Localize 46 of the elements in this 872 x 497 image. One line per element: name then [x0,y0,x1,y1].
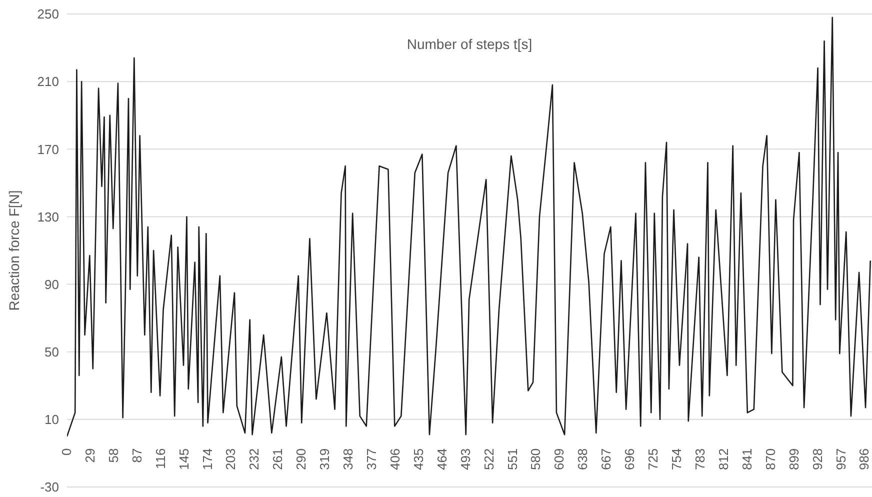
y-tick-label: 170 [37,142,59,157]
x-tick-label: 232 [246,448,262,470]
x-tick-label: 580 [528,448,544,470]
x-tick-label: 725 [646,448,661,470]
x-tick-label: 870 [762,448,778,470]
x-tick-label: 493 [458,448,473,470]
x-tick-label: 203 [223,448,238,470]
x-tick-label: 754 [669,448,684,470]
y-axis-title: Reaction force F[N] [6,190,22,311]
y-tick-label: 90 [44,276,59,292]
x-tick-label: 667 [598,448,614,470]
x-tick-label: 348 [340,448,356,470]
x-tick-label: 986 [856,448,872,470]
x-tick-label: 145 [176,448,192,470]
x-tick-label: 406 [387,448,402,470]
x-tick-label: 522 [481,448,496,470]
x-tick-label: 783 [692,448,708,470]
x-tick-label: 174 [200,448,215,470]
x-tick-label: 464 [434,448,450,470]
x-tick-label: 812 [716,448,731,470]
x-tick-label: 377 [364,448,380,470]
x-tick-label: 551 [504,448,520,470]
x-tick-label: 87 [129,448,144,463]
x-tick-label: 29 [82,448,98,463]
y-tick-label: 130 [37,209,59,224]
line-series [67,16,872,437]
text: Number of steps t[s] [406,36,534,52]
x-tick-label: 957 [833,448,848,470]
y-tick-label: 10 [44,412,59,428]
x-tick-label: 116 [152,448,168,470]
x-tick-label: 841 [739,448,754,470]
x-tick-label: 696 [622,448,638,470]
x-tick-label: 261 [270,448,286,470]
x-tick-label: 319 [317,448,332,470]
y-tick-label: 210 [37,74,59,90]
x-tick-label: 928 [810,448,825,470]
x-tick-label: 638 [575,448,590,470]
x-tick-label: 0 [59,448,74,456]
y-tick-label: 250 [37,6,59,22]
x-tick-label: 58 [106,448,121,463]
x-tick-label: 899 [786,448,802,470]
y-tick-label: 50 [44,344,59,360]
x-tick-label: 435 [410,448,426,470]
x-tick-label: 290 [294,448,309,470]
x-tick-label: 609 [552,448,567,470]
y-tick-label: -30 [40,480,59,495]
